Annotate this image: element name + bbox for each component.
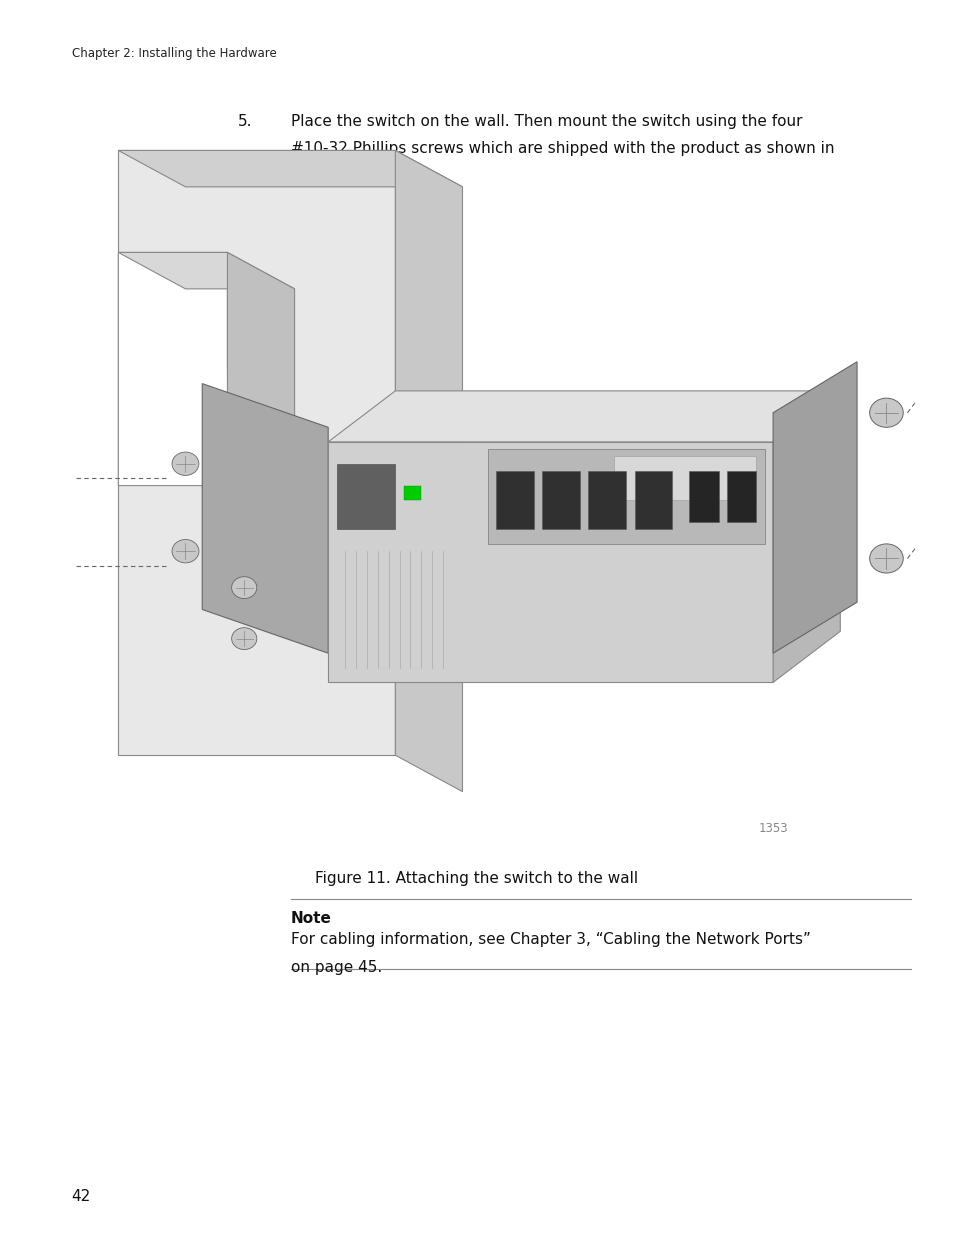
Polygon shape [487, 450, 764, 543]
Polygon shape [328, 391, 840, 442]
Bar [726, 471, 756, 522]
Polygon shape [328, 442, 772, 683]
Polygon shape [118, 151, 395, 756]
Circle shape [232, 627, 256, 650]
Polygon shape [395, 151, 462, 792]
Circle shape [869, 543, 902, 573]
Bar [336, 464, 395, 530]
Text: Place the switch on the wall. Then mount the switch using the four: Place the switch on the wall. Then mount… [291, 114, 801, 128]
Polygon shape [118, 252, 269, 485]
Bar [688, 471, 718, 522]
Polygon shape [118, 151, 462, 186]
Text: Chapter 2: Installing the Hardware: Chapter 2: Installing the Hardware [71, 47, 276, 61]
Bar [403, 485, 420, 500]
Text: For cabling information, see Chapter 3, “Cabling the Network Ports”: For cabling information, see Chapter 3, … [291, 932, 810, 947]
Text: 1353: 1353 [758, 823, 787, 835]
Circle shape [172, 540, 198, 563]
Text: on page 45.: on page 45. [291, 960, 382, 974]
Circle shape [232, 577, 256, 599]
Text: 5.: 5. [238, 114, 253, 128]
Text: 42: 42 [71, 1189, 91, 1204]
Text: Figure 11.: Figure 11. [291, 168, 366, 183]
Text: Figure 11. Attaching the switch to the wall: Figure 11. Attaching the switch to the w… [315, 871, 638, 885]
Bar [496, 471, 534, 530]
Circle shape [869, 398, 902, 427]
Bar [634, 471, 672, 530]
Polygon shape [772, 362, 856, 653]
Polygon shape [202, 384, 328, 653]
Polygon shape [772, 391, 840, 683]
Text: #10-32 Phillips screws which are shipped with the product as shown in: #10-32 Phillips screws which are shipped… [291, 141, 834, 156]
Polygon shape [118, 252, 294, 289]
Bar [541, 471, 579, 530]
Circle shape [172, 452, 198, 475]
Bar [588, 471, 625, 530]
Polygon shape [227, 252, 294, 522]
Text: Note: Note [291, 911, 332, 926]
Bar [613, 457, 756, 500]
